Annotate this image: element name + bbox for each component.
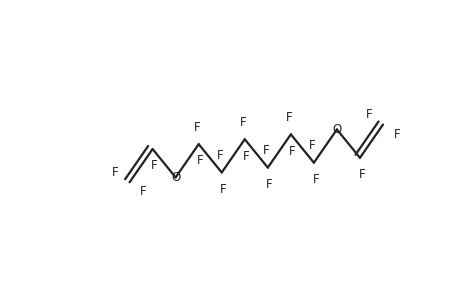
Text: O: O <box>331 123 341 136</box>
Text: F: F <box>365 108 371 122</box>
Text: F: F <box>243 150 249 163</box>
Text: F: F <box>151 159 157 172</box>
Text: F: F <box>220 183 226 196</box>
Text: F: F <box>140 185 146 198</box>
Text: O: O <box>171 171 180 184</box>
Text: F: F <box>216 149 223 162</box>
Text: F: F <box>193 121 200 134</box>
Text: F: F <box>393 128 399 141</box>
Text: F: F <box>358 168 364 181</box>
Text: F: F <box>312 173 319 186</box>
Text: F: F <box>289 145 295 158</box>
Text: F: F <box>266 178 272 191</box>
Text: F: F <box>308 140 315 152</box>
Text: F: F <box>112 166 118 179</box>
Text: F: F <box>239 116 246 129</box>
Text: F: F <box>262 144 269 157</box>
Text: F: F <box>285 111 292 124</box>
Text: F: F <box>197 154 203 167</box>
